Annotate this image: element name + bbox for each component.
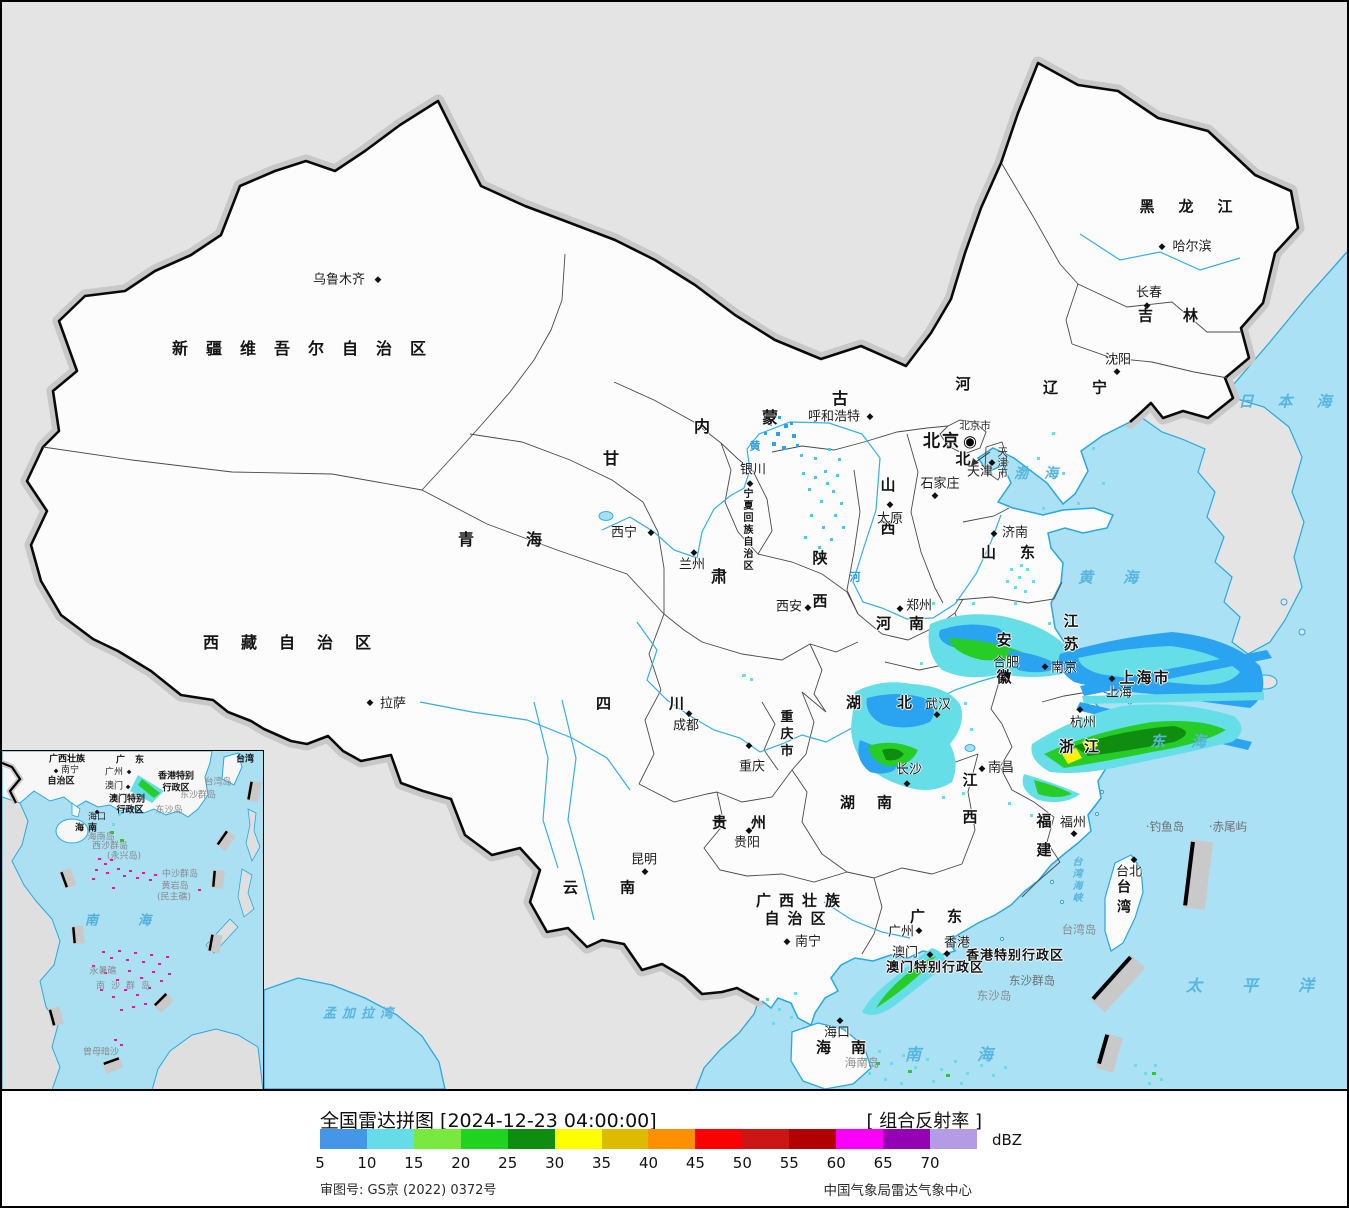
agency-credit: 中国气象局雷达气象中心 xyxy=(823,1183,973,1199)
colorbar-segment xyxy=(695,1129,743,1149)
colorbar-tick: 60 xyxy=(826,1154,846,1172)
map-label: 曾母暗沙 xyxy=(82,1047,120,1058)
map-label: 东沙群岛 xyxy=(179,790,217,801)
map-label: 海南岛 xyxy=(87,832,115,843)
national-border xyxy=(25,61,1300,1002)
inset-city-marker-icon: ◆ xyxy=(94,808,100,816)
colorbar-segment xyxy=(742,1129,790,1149)
china-radar-map: 新疆维吾尔自治区 西藏自治区 青海内蒙古甘肃宁夏回族自治区 陕西 山西 河北 山东 河南 江苏安… xyxy=(2,2,1347,1089)
map-label: 广西壮族 xyxy=(48,754,86,765)
map-label: 自治区 xyxy=(47,776,75,787)
colorbar-segment xyxy=(929,1129,977,1149)
taiwan-island xyxy=(1104,854,1144,952)
colorbar-tick: 50 xyxy=(732,1154,752,1172)
map-label: 海口 xyxy=(87,812,107,823)
colorbar-segment xyxy=(601,1129,649,1149)
map-label: 广东 xyxy=(115,755,155,766)
colorbar-segment xyxy=(789,1129,837,1149)
inset-city-marker-icon: ◆ xyxy=(53,767,59,775)
map-label: 西沙群岛 xyxy=(91,841,129,852)
colorbar-tick: 30 xyxy=(545,1154,565,1172)
radar-echo-layer xyxy=(742,416,1272,1085)
map-label: 南海 xyxy=(84,913,192,929)
colorbar-tick: 45 xyxy=(685,1154,705,1172)
map-title: 全国雷达拼图 [2024-12-23 04:00:00] xyxy=(320,1110,657,1132)
map-label: 海南 xyxy=(74,823,102,834)
sea-bay-of-bengal xyxy=(263,977,446,1089)
qinghai-lake xyxy=(598,511,614,521)
colorbar-ticks: 5 10 15 20 25 30 35 40 45 50 55 60 65 70 xyxy=(315,1154,977,1172)
map-label: 广州 xyxy=(104,767,124,778)
poyang-lake xyxy=(964,744,976,752)
island xyxy=(1298,628,1306,636)
map-label: 黄岩岛 xyxy=(161,881,189,892)
colorbar-tick: 25 xyxy=(498,1154,518,1172)
colorbar-segment xyxy=(413,1129,461,1149)
boundary-dash-segments xyxy=(1090,839,1214,1073)
inset-city-marker-icon: ◆ xyxy=(126,768,132,776)
island xyxy=(1280,598,1288,606)
inset-canvas xyxy=(2,751,263,1089)
colorbar-tick: 35 xyxy=(592,1154,612,1172)
unit-label: dBZ xyxy=(992,1131,1023,1149)
south-china-sea-inset: 广西壮族 自治区 南宁 广东 广州 澳门 香港特别 行政区 澳门特别 行政区 台湾 台湾岛 东沙群岛 东沙… xyxy=(2,750,264,1089)
reflectivity-colorbar xyxy=(320,1129,977,1149)
hainan-island xyxy=(790,1022,872,1089)
colorbar-segment xyxy=(320,1129,367,1149)
colorbar-segment xyxy=(460,1129,508,1149)
map-label: 香港特别 xyxy=(157,771,195,782)
map-label: (永兴岛) xyxy=(106,851,142,862)
map-label: 台湾 xyxy=(235,754,255,765)
map-approval-number: 审图号: GS京 (2022) 0372号 xyxy=(320,1183,497,1198)
reef-marks xyxy=(92,858,201,1046)
map-label: 南沙群岛 xyxy=(95,981,157,992)
map-label: 永暑礁 xyxy=(89,966,117,977)
map-label: 澳门特别 xyxy=(108,794,146,805)
map-label: (民主礁) xyxy=(156,892,192,903)
vietnam-coastline xyxy=(695,999,760,1089)
map-label: 台湾岛 xyxy=(204,777,232,788)
tianjin-pointer xyxy=(971,451,991,466)
colorbar-tick: 10 xyxy=(357,1154,377,1172)
colorbar-segment xyxy=(507,1129,555,1149)
product-label: [ 组合反射率 ] xyxy=(866,1111,983,1132)
inset-city-marker-icon: ◆ xyxy=(125,783,131,791)
legend-panel: 全国雷达拼图 [2024-12-23 04:00:00] [ 组合反射率 ] 5… xyxy=(2,1089,1347,1206)
map-label: 行政区 xyxy=(162,783,190,794)
colorbar-segment xyxy=(366,1129,414,1149)
colorbar-tick: 5 xyxy=(315,1154,325,1172)
map-label: 南宁 xyxy=(60,765,80,776)
sea-area xyxy=(696,250,1347,1089)
colorbar-tick: 40 xyxy=(638,1154,659,1172)
rivers xyxy=(419,233,1241,939)
colorbar-segment xyxy=(883,1129,930,1149)
colorbar-segment xyxy=(648,1129,696,1149)
map-label: 中沙群岛 xyxy=(161,869,199,880)
colorbar-tick: 15 xyxy=(404,1154,424,1172)
colorbar-segment xyxy=(836,1129,884,1149)
colorbar-tick: 70 xyxy=(920,1154,940,1172)
inset-dash-segments xyxy=(47,780,262,1074)
colorbar-tick: 55 xyxy=(779,1154,799,1172)
colorbar-tick: 65 xyxy=(873,1154,893,1172)
map-label: 行政区 xyxy=(116,805,144,816)
inset-label-layer: 广西壮族 自治区 南宁 广东 广州 澳门 香港特别 行政区 澳门特别 行政区 台湾 台湾岛 东沙群岛 东沙… xyxy=(2,751,263,1089)
colorbar-tick: 20 xyxy=(451,1154,471,1172)
map-label: 澳门 xyxy=(104,781,124,792)
colorbar-segment xyxy=(554,1129,602,1149)
map-label: 东沙岛 xyxy=(155,805,183,816)
